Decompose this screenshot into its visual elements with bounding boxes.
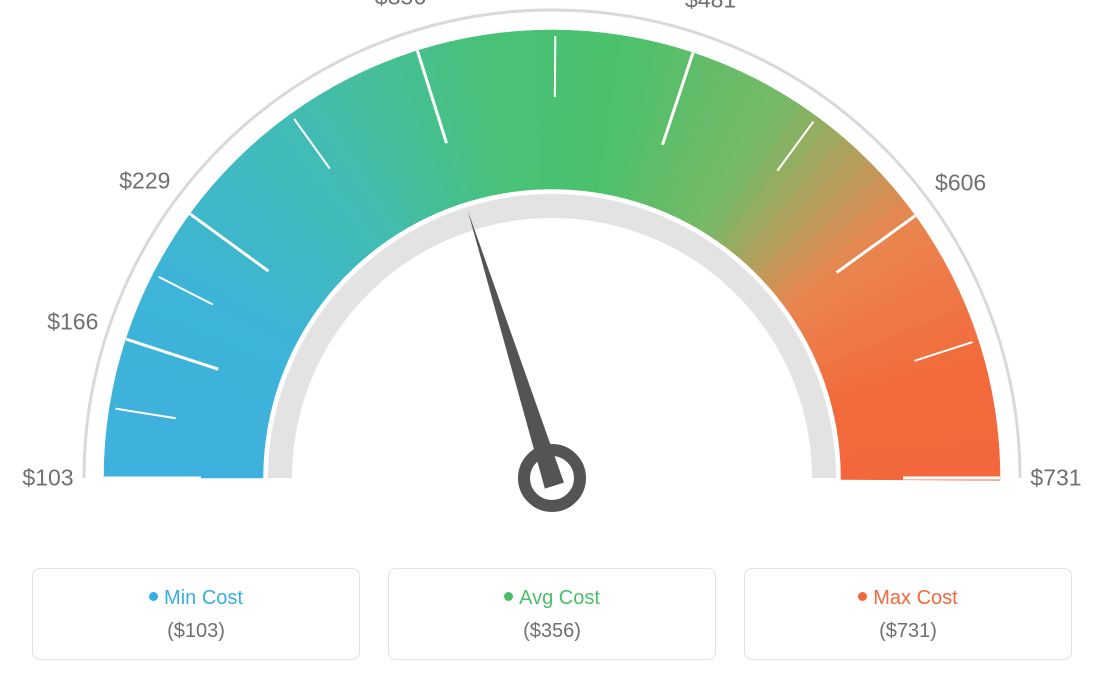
- gauge-svg: [0, 0, 1104, 560]
- legend-label-max: Max Cost: [873, 587, 957, 609]
- gauge-tick-label: $229: [119, 167, 170, 194]
- legend-card-max: Max Cost ($731): [744, 568, 1072, 660]
- gauge-tick-label: $356: [375, 0, 426, 11]
- legend-row: Min Cost ($103) Avg Cost ($356) Max Cost…: [0, 568, 1104, 660]
- gauge-tick-label: $166: [47, 308, 98, 335]
- legend-value-max: ($731): [755, 620, 1061, 643]
- gauge-colored-arc: [104, 30, 1000, 480]
- gauge-tick-label: $481: [685, 0, 736, 13]
- legend-card-avg: Avg Cost ($356): [388, 568, 716, 660]
- legend-card-min: Min Cost ($103): [32, 568, 360, 660]
- dot-icon: [149, 592, 158, 601]
- dot-icon: [504, 592, 513, 601]
- dot-icon: [858, 592, 867, 601]
- cost-gauge: $103 $166 $229 $356 $481 $606 $731: [0, 0, 1104, 560]
- legend-title-max: Max Cost: [755, 587, 1061, 610]
- gauge-tick-label: $606: [935, 169, 986, 196]
- gauge-tick-label: $103: [22, 465, 73, 492]
- legend-value-avg: ($356): [399, 620, 705, 643]
- gauge-tick-label: $731: [1030, 465, 1081, 492]
- legend-label-min: Min Cost: [164, 587, 243, 609]
- legend-title-avg: Avg Cost: [399, 587, 705, 610]
- legend-value-min: ($103): [43, 620, 349, 643]
- legend-title-min: Min Cost: [43, 587, 349, 610]
- legend-label-avg: Avg Cost: [519, 587, 600, 609]
